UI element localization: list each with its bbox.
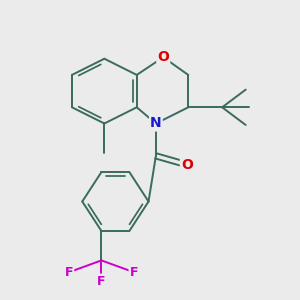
Text: O: O [157, 50, 169, 64]
Text: F: F [130, 266, 138, 279]
Text: O: O [181, 158, 193, 172]
Text: F: F [97, 274, 106, 287]
Text: F: F [65, 266, 73, 279]
Text: N: N [150, 116, 162, 130]
